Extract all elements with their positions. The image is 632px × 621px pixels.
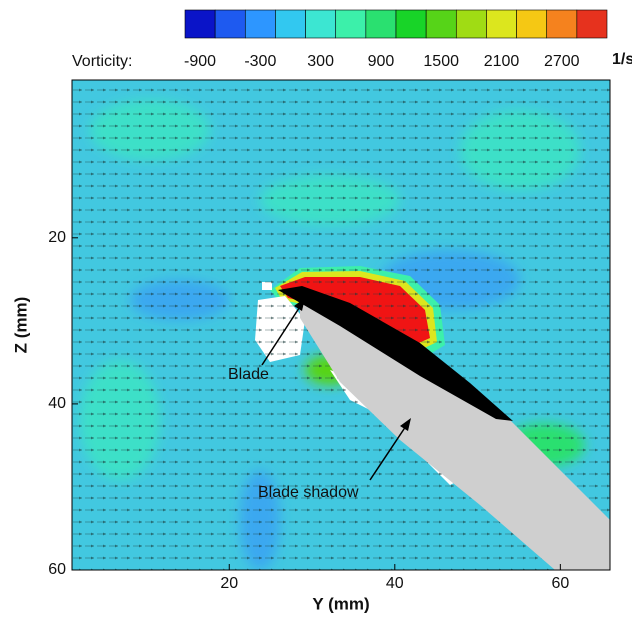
plot-frame (71, 79, 611, 571)
colorbar-unit: 1/s (612, 51, 632, 68)
y-tick-label: 60 (48, 561, 66, 578)
colorbar-box (305, 9, 337, 39)
annotation-arrow (369, 422, 409, 481)
colorbar-box (576, 9, 608, 39)
colorbar-tick-label: 300 (307, 53, 334, 70)
x-tick-label: 60 (551, 575, 569, 592)
colorbar-tick-label: 900 (368, 53, 395, 70)
colorbar-tick-label: -900 (184, 53, 216, 70)
colorbar-box (184, 9, 216, 39)
y-tick-label: 20 (48, 229, 66, 246)
arrow-head (400, 418, 411, 431)
colorbar-tick-label: 2100 (484, 53, 520, 70)
colorbar-box (214, 9, 246, 39)
colorbar-box (365, 9, 397, 39)
colorbar-tick-label: 1500 (423, 53, 459, 70)
annotation-arrow (261, 301, 304, 366)
colorbar-box (425, 9, 457, 39)
x-tick-label: 40 (386, 575, 404, 592)
colorbar-box (335, 9, 367, 39)
colorbar-box (546, 9, 578, 39)
blade (278, 286, 513, 421)
x-axis-label: Y (mm) (312, 594, 369, 613)
x-tick-label: 20 (220, 575, 238, 592)
colorbar-box (275, 9, 306, 39)
colorbar-box (486, 9, 517, 39)
blade-shadow (300, 296, 610, 570)
annotation: Blade (228, 366, 269, 383)
colorbar-box (244, 9, 276, 39)
colorbar-tick-label: -300 (244, 53, 276, 70)
arrow-head (294, 298, 305, 311)
y-axis-label: Z (mm) (11, 297, 30, 354)
annotation: Blade shadow (258, 484, 359, 501)
vorticity-field (72, 80, 610, 570)
y-tick-label: 40 (48, 395, 66, 412)
colorbar-box (395, 9, 427, 39)
colorbar-label: Vorticity: (72, 53, 132, 70)
colorbar-tick-label: 2700 (544, 53, 580, 70)
colorbar-box (455, 9, 487, 39)
colorbar-box (516, 9, 548, 39)
